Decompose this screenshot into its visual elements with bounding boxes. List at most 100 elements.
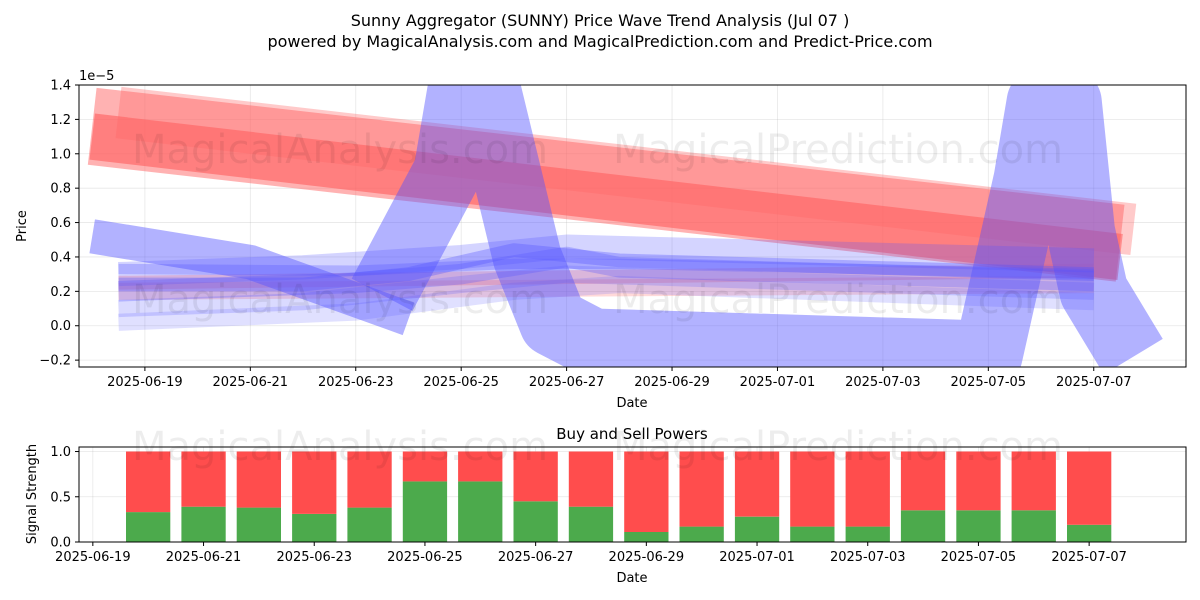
price-y-tick-label: 0.6 bbox=[50, 216, 71, 231]
watermark-analysis-mid: MagicalAnalysis.com bbox=[132, 277, 548, 323]
signal-x-tick-label: 2025-06-27 bbox=[498, 550, 574, 565]
price-wave-12 bbox=[118, 258, 1094, 280]
price-x-tick-label: 2025-06-29 bbox=[634, 375, 710, 390]
watermark-prediction-top: MagicalPrediction.com bbox=[613, 127, 1063, 173]
buy-bar bbox=[1067, 524, 1112, 542]
sell-bar bbox=[513, 451, 558, 502]
price-wave-chart: MagicalAnalysis.com MagicalPrediction.co… bbox=[15, 69, 1187, 411]
sell-bar bbox=[402, 451, 448, 482]
price-y-tick-label: −0.2 bbox=[39, 354, 71, 369]
price-y-tick-label: 1.2 bbox=[50, 113, 71, 128]
buy-bar bbox=[458, 481, 503, 542]
price-wave-7 bbox=[118, 243, 1094, 292]
signal-x-tick-label: 2025-07-01 bbox=[719, 550, 795, 565]
price-x-axis-label: Date bbox=[616, 396, 647, 411]
sell-bar bbox=[679, 451, 724, 527]
buy-bar bbox=[236, 507, 281, 542]
signal-y-tick-label: 0.0 bbox=[50, 536, 71, 551]
signal-y-ticks: 0.0 0.5 1.0 bbox=[50, 445, 79, 551]
signal-x-ticks: 2025-06-19 2025-06-21 2025-06-23 2025-06-25… bbox=[55, 542, 1127, 565]
sell-bar bbox=[956, 451, 1001, 511]
sell-bar bbox=[1011, 451, 1056, 511]
price-wave-4 bbox=[118, 275, 1094, 300]
buy-bar bbox=[790, 526, 835, 542]
buy-bar bbox=[900, 510, 946, 542]
price-x-tick-label: 2025-06-27 bbox=[529, 375, 605, 390]
buy-bar bbox=[347, 507, 392, 542]
buy-bar bbox=[181, 506, 226, 542]
buy-bar bbox=[1011, 510, 1056, 542]
sell-bar bbox=[790, 451, 835, 527]
buy-bar bbox=[402, 481, 448, 542]
price-x-tick-label: 2025-07-03 bbox=[845, 375, 921, 390]
sell-bar bbox=[236, 451, 281, 508]
price-wave-6 bbox=[351, 85, 1163, 367]
price-x-tick-label: 2025-06-23 bbox=[318, 375, 394, 390]
price-y-tick-label: 0.2 bbox=[50, 285, 71, 300]
signal-x-tick-label: 2025-07-07 bbox=[1051, 550, 1127, 565]
figure-title-line1: Sunny Aggregator (SUNNY) Price Wave Tren… bbox=[351, 11, 850, 30]
signal-x-tick-label: 2025-06-19 bbox=[55, 550, 131, 565]
signal-y-tick-label: 0.5 bbox=[50, 490, 71, 505]
sell-bar bbox=[624, 451, 669, 532]
buy-sell-chart: Buy and Sell Powers MagicalAnalysis.com … bbox=[25, 424, 1187, 586]
figure-title-line2: powered by MagicalAnalysis.com and Magic… bbox=[267, 32, 932, 51]
buy-bar bbox=[568, 506, 614, 542]
price-watermarks: MagicalAnalysis.com MagicalPrediction.co… bbox=[132, 127, 1063, 323]
buy-sell-title: Buy and Sell Powers bbox=[556, 425, 708, 443]
price-y-offset-label: 1e−5 bbox=[79, 69, 114, 84]
sell-bar bbox=[292, 451, 337, 514]
buy-bar bbox=[679, 526, 724, 542]
signal-x-tick-label: 2025-06-25 bbox=[387, 550, 463, 565]
signal-plot-frame bbox=[78, 446, 1187, 543]
price-y-tick-label: 1.0 bbox=[50, 147, 71, 162]
price-wave-8 bbox=[118, 246, 1095, 302]
price-wave-9 bbox=[118, 234, 1095, 287]
signal-bars bbox=[126, 451, 1112, 542]
price-x-tick-label: 2025-07-01 bbox=[740, 375, 816, 390]
price-y-tick-label: 0.8 bbox=[50, 182, 71, 197]
signal-y-axis-label: Signal Strength bbox=[25, 444, 40, 544]
buy-bar bbox=[624, 532, 669, 542]
price-y-tick-label: 1.4 bbox=[50, 79, 71, 94]
signal-x-tick-label: 2025-06-23 bbox=[276, 550, 352, 565]
sell-bar bbox=[347, 451, 392, 508]
signal-y-tick-label: 1.0 bbox=[50, 445, 71, 460]
price-x-tick-label: 2025-07-05 bbox=[951, 375, 1027, 390]
price-y-ticks: −0.2 0.0 0.2 0.4 0.6 0.8 1.0 1.2 1.4 bbox=[39, 79, 79, 369]
sell-bar bbox=[900, 451, 946, 511]
buy-bar bbox=[845, 526, 890, 542]
signal-x-tick-label: 2025-07-05 bbox=[941, 550, 1017, 565]
sell-bar bbox=[734, 451, 780, 517]
price-y-tick-label: 0.4 bbox=[50, 250, 71, 265]
signal-x-tick-label: 2025-06-29 bbox=[609, 550, 685, 565]
buy-bar bbox=[956, 510, 1001, 542]
buy-bar bbox=[126, 512, 171, 542]
signal-x-tick-label: 2025-07-03 bbox=[830, 550, 906, 565]
price-x-tick-label: 2025-06-25 bbox=[423, 375, 499, 390]
signal-x-axis-label: Date bbox=[616, 571, 647, 586]
price-waves bbox=[87, 85, 1163, 367]
watermark-prediction-mid: MagicalPrediction.com bbox=[613, 277, 1063, 323]
sell-bar bbox=[126, 451, 171, 513]
price-wave-2 bbox=[115, 86, 1137, 256]
price-wave-10 bbox=[118, 265, 1095, 318]
price-x-tick-label: 2025-07-07 bbox=[1056, 375, 1132, 390]
price-plot-frame bbox=[78, 84, 1187, 368]
sell-bar bbox=[1067, 451, 1112, 525]
price-x-ticks: 2025-06-19 2025-06-21 2025-06-23 2025-06-25… bbox=[107, 367, 1132, 390]
sell-bar bbox=[458, 451, 503, 482]
price-wave-3 bbox=[118, 263, 1094, 290]
price-x-tick-label: 2025-06-19 bbox=[107, 375, 183, 390]
price-y-axis-label: Price bbox=[15, 210, 30, 242]
price-wave-5 bbox=[89, 219, 415, 336]
sell-bar bbox=[845, 451, 890, 527]
price-wave-11 bbox=[118, 275, 1095, 331]
buy-bar bbox=[292, 514, 337, 542]
watermark-analysis-top: MagicalAnalysis.com bbox=[132, 127, 548, 173]
buy-bar bbox=[734, 516, 780, 542]
price-x-tick-label: 2025-06-21 bbox=[213, 375, 289, 390]
price-y-tick-label: 0.0 bbox=[50, 319, 71, 334]
sell-bar bbox=[181, 451, 226, 507]
